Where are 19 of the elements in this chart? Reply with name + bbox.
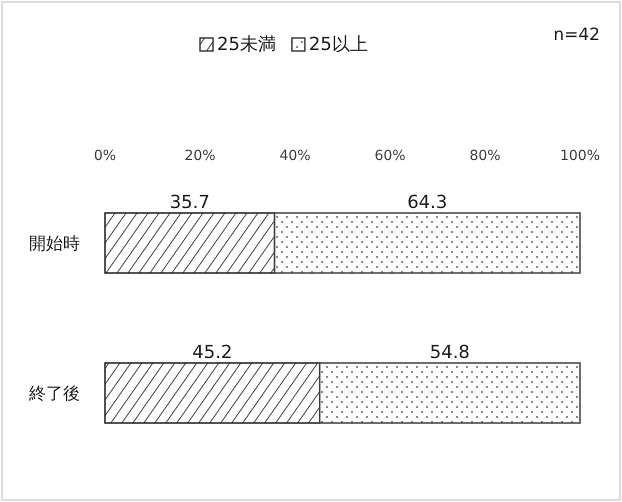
y-tick-label: 開始時	[29, 234, 80, 254]
legend-label: 25未満	[217, 34, 276, 55]
data-label: 54.8	[430, 342, 470, 363]
data-label: 64.3	[407, 192, 448, 213]
bar	[274, 212, 581, 274]
bar	[104, 362, 320, 424]
data-label: 45.2	[192, 342, 232, 363]
x-tick-label: 80%	[469, 148, 501, 164]
x-tick-label: 40%	[279, 148, 311, 164]
x-tick-label: 20%	[184, 148, 216, 164]
bar	[104, 212, 276, 274]
y-tick-label: 終了後	[28, 384, 80, 404]
x-tick-label: 60%	[374, 148, 406, 164]
bar	[318, 362, 581, 424]
text: n=42	[553, 25, 600, 45]
x-tick-label: 0%	[94, 148, 116, 164]
x-tick-label: 100%	[560, 148, 600, 164]
data-label: 35.7	[170, 192, 210, 213]
legend-label: 25以上	[308, 34, 368, 55]
